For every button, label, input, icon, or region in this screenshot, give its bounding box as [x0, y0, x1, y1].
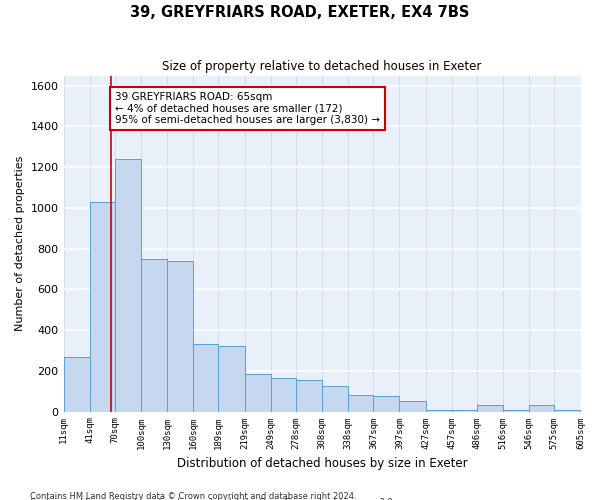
Bar	[218, 346, 245, 412]
Text: 39, GREYFRIARS ROAD, EXETER, EX4 7BS: 39, GREYFRIARS ROAD, EXETER, EX4 7BS	[130, 5, 470, 20]
Bar	[503, 410, 529, 412]
Bar	[167, 261, 193, 412]
Bar	[296, 380, 322, 412]
Bar	[64, 356, 89, 412]
Bar	[115, 159, 141, 411]
Bar	[477, 406, 503, 411]
Text: Contains HM Land Registry data © Crown copyright and database right 2024.: Contains HM Land Registry data © Crown c…	[30, 492, 356, 500]
Bar	[89, 202, 115, 412]
Y-axis label: Number of detached properties: Number of detached properties	[15, 156, 25, 331]
Bar	[271, 378, 296, 412]
Bar	[529, 406, 554, 411]
Text: 39 GREYFRIARS ROAD: 65sqm
← 4% of detached houses are smaller (172)
95% of semi-: 39 GREYFRIARS ROAD: 65sqm ← 4% of detach…	[115, 92, 380, 125]
Bar	[425, 410, 452, 412]
Title: Size of property relative to detached houses in Exeter: Size of property relative to detached ho…	[163, 60, 482, 73]
Text: Contains public sector information licensed under the Open Government Licence v3: Contains public sector information licen…	[30, 498, 395, 500]
Bar	[373, 396, 400, 411]
Bar	[554, 410, 580, 412]
Bar	[141, 259, 167, 412]
Bar	[452, 410, 477, 412]
X-axis label: Distribution of detached houses by size in Exeter: Distribution of detached houses by size …	[177, 457, 467, 470]
Bar	[400, 402, 425, 411]
Bar	[193, 344, 218, 412]
Bar	[322, 386, 348, 411]
Bar	[348, 396, 373, 411]
Bar	[245, 374, 271, 412]
